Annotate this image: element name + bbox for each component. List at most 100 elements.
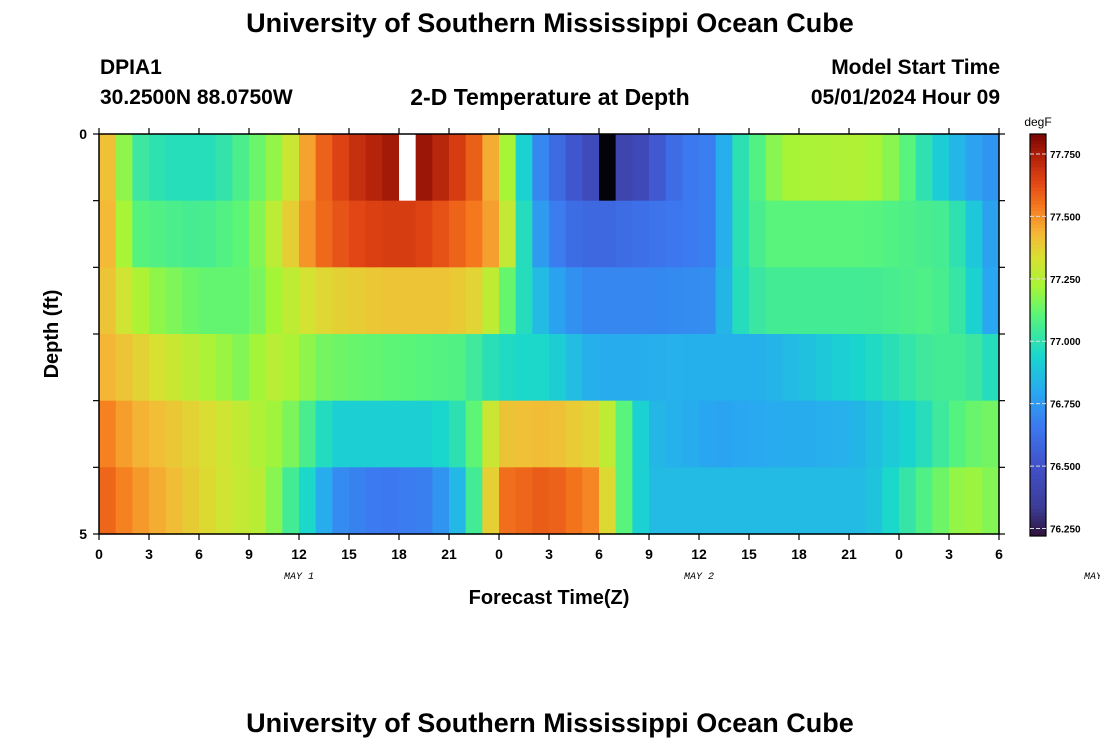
heatmap-cell bbox=[615, 134, 633, 202]
colorbar-swatch bbox=[1030, 324, 1046, 329]
heatmap-cell bbox=[715, 400, 733, 468]
heatmap-cell bbox=[199, 334, 217, 402]
colorbar-swatch bbox=[1030, 167, 1046, 172]
heatmap-cell bbox=[165, 134, 183, 202]
x-tick-label: 9 bbox=[645, 546, 653, 562]
heatmap-cell bbox=[565, 400, 583, 468]
colorbar-swatch bbox=[1030, 154, 1046, 158]
heatmap-cell bbox=[465, 400, 483, 468]
heatmap-cell bbox=[949, 334, 967, 402]
heatmap-cell bbox=[582, 267, 600, 335]
heatmap-cell bbox=[399, 334, 417, 402]
colorbar-swatch bbox=[1030, 475, 1046, 480]
heatmap-cell bbox=[165, 200, 183, 268]
colorbar-swatch bbox=[1030, 415, 1046, 420]
heatmap-cell bbox=[915, 334, 933, 402]
heatmap-cell bbox=[399, 267, 417, 335]
heatmap-cell bbox=[782, 267, 800, 335]
heatmap-cell bbox=[149, 267, 167, 335]
heatmap-cell bbox=[899, 134, 917, 202]
colorbar-tick-label: 77.250 bbox=[1050, 275, 1081, 286]
heatmap-cell bbox=[349, 267, 367, 335]
heatmap-cell bbox=[365, 334, 383, 402]
heatmap-cell bbox=[99, 334, 117, 402]
colorbar-swatch bbox=[1030, 264, 1046, 269]
heatmap-cell bbox=[132, 334, 150, 402]
heatmap-cell bbox=[365, 267, 383, 335]
heatmap-cell bbox=[249, 267, 267, 335]
model-start-value: 05/01/2024 Hour 09 bbox=[810, 86, 1000, 109]
heatmap-cell bbox=[932, 267, 950, 335]
heatmap-cell bbox=[865, 200, 883, 268]
heatmap-cell bbox=[332, 334, 350, 402]
colorbar-swatch bbox=[1030, 479, 1046, 483]
colorbar-swatch bbox=[1030, 391, 1046, 396]
day-label: MAY 3 bbox=[1084, 572, 1100, 583]
x-tick-label: 18 bbox=[391, 546, 407, 562]
heatmap-cell bbox=[682, 334, 700, 402]
heatmap-cell bbox=[665, 134, 683, 202]
heatmap-cell bbox=[149, 334, 167, 402]
heatmap-cell bbox=[382, 400, 400, 468]
colorbar-swatch bbox=[1030, 345, 1046, 349]
heatmap-cell bbox=[699, 134, 717, 202]
heatmap-cell bbox=[499, 134, 517, 202]
heatmap-cell bbox=[182, 200, 200, 268]
heatmap-cell bbox=[582, 334, 600, 402]
heatmap-cell bbox=[882, 134, 900, 202]
x-tick-label: 0 bbox=[495, 546, 503, 562]
footer-title: University of Southern Mississippi Ocean… bbox=[246, 708, 854, 738]
x-tick-label: 0 bbox=[895, 546, 903, 562]
heatmap-cell bbox=[332, 134, 350, 202]
heatmap-cell bbox=[882, 267, 900, 335]
heatmap-cell bbox=[332, 467, 350, 535]
colorbar-swatch bbox=[1030, 174, 1046, 179]
heatmap-cell bbox=[582, 134, 600, 202]
heatmap-cell bbox=[399, 400, 417, 468]
heatmap-cell bbox=[749, 267, 767, 335]
heatmap-cell bbox=[965, 467, 983, 535]
heatmap-cell bbox=[432, 134, 450, 202]
x-tick-label: 6 bbox=[595, 546, 603, 562]
x-tick-label: 0 bbox=[95, 546, 103, 562]
heatmap-cell bbox=[782, 134, 800, 202]
heatmap-cell bbox=[749, 400, 767, 468]
colorbar-swatch bbox=[1030, 211, 1046, 215]
heatmap-cell bbox=[432, 200, 450, 268]
colorbar-swatch bbox=[1030, 351, 1046, 356]
heatmap-cell bbox=[782, 467, 800, 535]
colorbar-swatch bbox=[1030, 194, 1046, 199]
colorbar-swatch bbox=[1030, 499, 1046, 503]
colorbar-swatch bbox=[1030, 308, 1046, 313]
colorbar-swatch bbox=[1030, 485, 1046, 490]
heatmap-cell bbox=[499, 200, 517, 268]
heatmap-cell bbox=[382, 467, 400, 535]
plot-axes: 0 3 6 9 12 15 18 21 0 3 6 9 12 15 18 21 0 3 6 MAY 1 MAY 2 MAY… bbox=[79, 126, 1100, 583]
heatmap-cell bbox=[632, 467, 650, 535]
heatmap-cell bbox=[665, 334, 683, 402]
heatmap-cell bbox=[549, 467, 567, 535]
heatmap-cell bbox=[699, 267, 717, 335]
colorbar-swatch bbox=[1030, 318, 1046, 323]
colorbar-swatch bbox=[1030, 418, 1046, 423]
heatmap-cell bbox=[432, 400, 450, 468]
colorbar-swatch bbox=[1030, 365, 1046, 369]
heatmap-cell bbox=[699, 467, 717, 535]
heatmap-cell bbox=[349, 134, 367, 202]
heatmap-cell bbox=[732, 267, 750, 335]
heatmap-cell bbox=[665, 400, 683, 468]
heatmap-cell bbox=[482, 400, 500, 468]
heatmap-cell bbox=[932, 467, 950, 535]
colorbar-swatch bbox=[1030, 525, 1046, 530]
heatmap-cell bbox=[349, 400, 367, 468]
heatmap-cell bbox=[915, 467, 933, 535]
x-axis-title: Forecast Time(Z) bbox=[469, 587, 630, 609]
heatmap-cell bbox=[815, 267, 833, 335]
heatmap-cell bbox=[215, 334, 233, 402]
heatmap-cell bbox=[382, 134, 400, 202]
colorbar-swatch bbox=[1030, 237, 1046, 242]
heatmap-cell bbox=[799, 267, 817, 335]
main-title: University of Southern Mississippi Ocean… bbox=[246, 8, 854, 38]
heatmap-cell bbox=[249, 467, 267, 535]
plot-title: 2-D Temperature at Depth bbox=[410, 84, 690, 110]
